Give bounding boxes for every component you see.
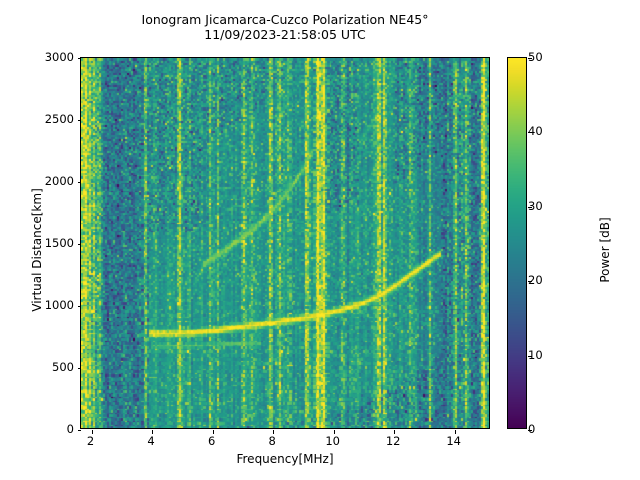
colorbar-tick-mark [528,281,532,283]
y-tick-mark [77,120,81,121]
y-tick-mark [77,58,81,59]
colorbar-tick-label: 30 [528,198,543,213]
colorbar-tick-mark [528,206,532,208]
y-tick-label: 0 [66,422,74,436]
y-tick-label: 500 [52,360,74,374]
colorbar-tick-label: 0 [528,422,536,436]
x-tick-label: 2 [86,434,95,448]
x-axis-label: Frequency[MHz] [236,452,334,466]
x-tick-label: 14 [446,434,462,448]
colorbar-tick-label: 50 [528,50,543,64]
colorbar-gradient [508,58,526,428]
colorbar-tick-mark [528,430,532,431]
x-tick-mark [212,430,214,434]
y-tick-mark [77,430,81,431]
ionogram-axes [77,57,490,434]
x-tick-label: 4 [147,434,155,448]
x-tick-label: 10 [325,434,340,448]
colorbar-tick-label: 40 [528,124,543,139]
x-tick-mark [394,430,396,434]
y-tick-label: 3000 [44,50,74,64]
colorbar-tick-mark [528,355,532,357]
y-axis-label: Virtual Distance[km] [30,188,44,312]
title-line-1: Ionogram Jicamarca-Cuzco Polarization NE… [141,12,429,27]
x-tick-label: 12 [385,434,401,448]
x-tick-mark [152,430,154,434]
page-title: Ionogram Jicamarca-Cuzco Polarization NE… [80,12,490,42]
y-tick-label: 1000 [44,298,74,312]
y-tick-mark [77,306,81,307]
x-tick-label: 6 [207,434,216,448]
y-tick-mark [77,368,81,369]
y-tick-label: 1500 [44,236,74,250]
colorbar-tick-label: 20 [528,273,543,288]
x-tick-mark [273,430,275,434]
x-tick-mark [333,430,335,434]
y-tick-mark [77,244,81,245]
colorbar [507,57,532,431]
y-tick-label: 2000 [44,174,74,188]
colorbar-tick-label: 10 [528,347,543,362]
colorbar-label: Power [dB] [598,217,612,283]
x-tick-mark [454,430,456,434]
y-tick-label: 2500 [44,112,74,126]
ionogram-heatmap [81,58,489,428]
x-tick-label: 8 [268,434,276,448]
y-tick-mark [77,182,81,183]
x-tick-mark [91,430,93,434]
colorbar-tick-mark [528,58,532,59]
colorbar-tick-mark [528,132,532,134]
title-line-2: 11/09/2023-21:58:05 UTC [204,27,366,42]
